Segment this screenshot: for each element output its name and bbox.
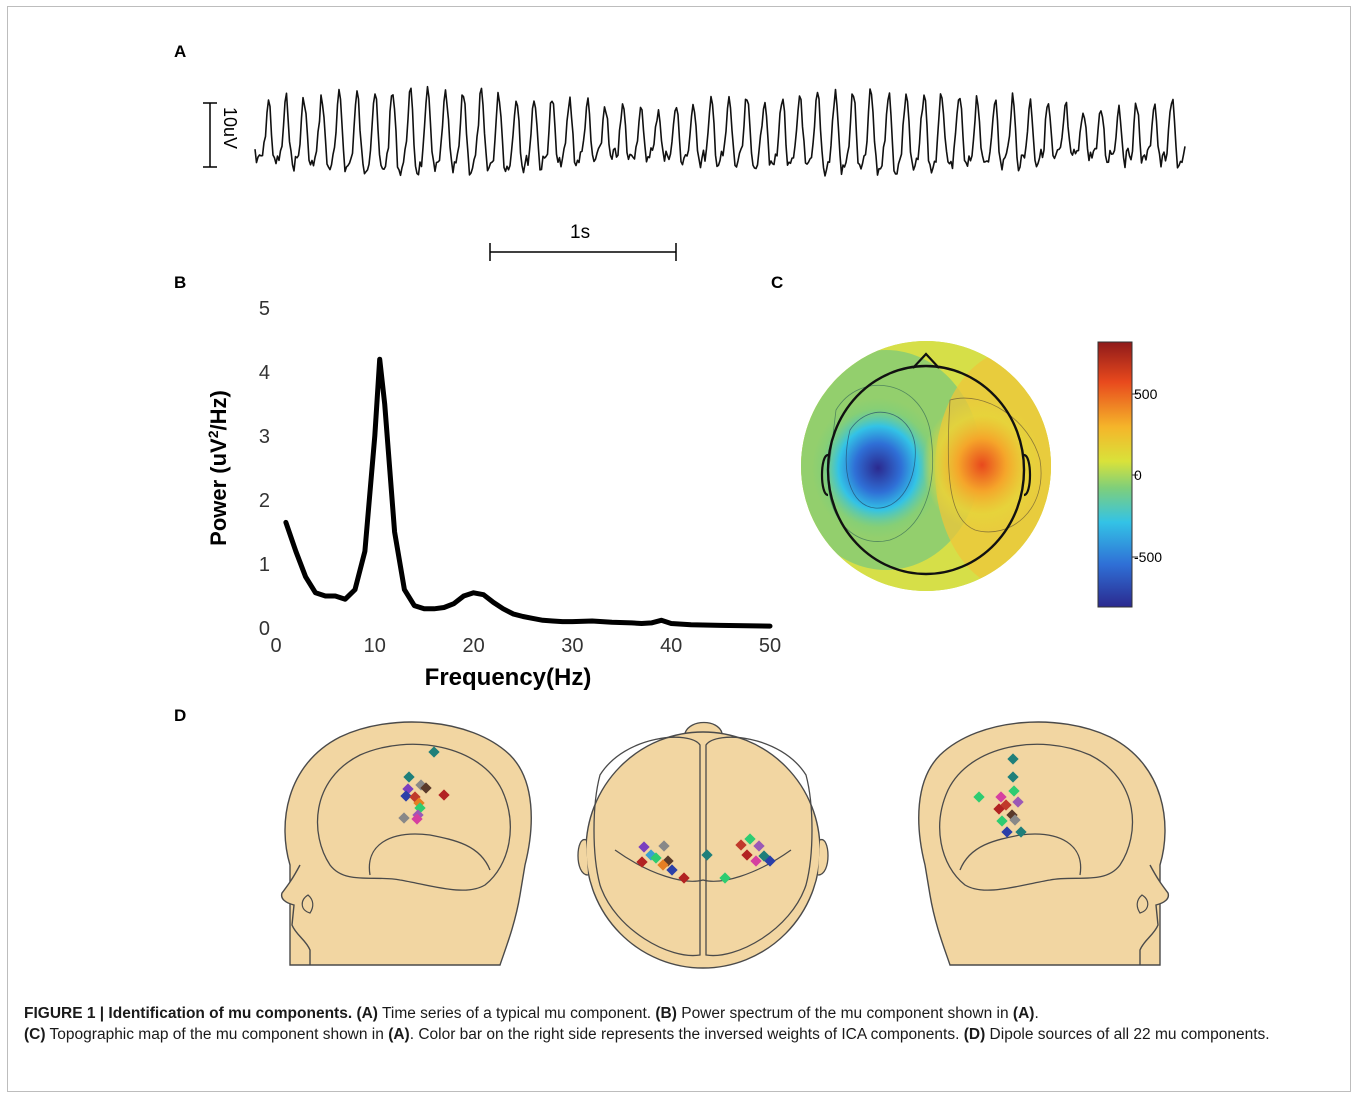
dipole-marker	[678, 872, 690, 884]
panel-label-c: C	[771, 273, 784, 292]
caption-a-text: Time series of a typical mu component.	[377, 1005, 656, 1022]
caption-b-text: Power spectrum of the mu component shown…	[676, 1005, 1013, 1022]
caption-c-text2: . Color bar on the right side represents…	[409, 1026, 964, 1043]
x-tick-label: 30	[561, 635, 583, 657]
eeg-trace	[254, 85, 1186, 177]
head-left-sagittal	[280, 721, 532, 966]
caption-b-ref: (A)	[1012, 1005, 1035, 1022]
dipole-marker	[701, 849, 713, 861]
panel-label-b: B	[174, 273, 187, 292]
caption-c-ref: (A)	[388, 1026, 410, 1043]
voltage-scale-label: 10uV	[220, 107, 240, 149]
head-top-view	[577, 721, 829, 969]
caption-d-text: Dipole sources of all 22 mu components.	[985, 1026, 1270, 1043]
colorbar-tick-neg500: -500	[1134, 549, 1162, 565]
caption-a-tag: (A)	[356, 1005, 378, 1022]
caption-label: FIGURE 1 | Identification of mu componen…	[24, 1005, 353, 1022]
x-tick-label: 10	[364, 635, 386, 657]
dipole-marker	[741, 849, 753, 861]
panel-label-a: A	[174, 42, 187, 61]
voltage-scale-bar: 10uV	[203, 102, 240, 168]
dipole-marker	[666, 864, 678, 876]
scalp-map	[801, 341, 1051, 591]
time-series-panel: 10uV 1s	[203, 85, 1186, 261]
y-tick-label: 0	[259, 618, 270, 640]
x-tick-label: 40	[660, 635, 682, 657]
dipole-marker	[657, 859, 669, 871]
figure-caption: FIGURE 1 | Identification of mu componen…	[24, 1005, 1270, 1043]
x-tick-label: 50	[759, 635, 781, 657]
y-tick-label: 5	[259, 298, 270, 320]
topographic-map: 500 0 -500	[801, 341, 1162, 608]
y-tick-label: 2	[259, 490, 270, 512]
caption-c-tag: (C)	[24, 1026, 46, 1043]
dipole-marker	[719, 872, 731, 884]
dipole-sources-panel	[280, 721, 1170, 969]
y-tick-label: 4	[259, 362, 270, 384]
y-axis-label: Power (uV2/Hz)	[205, 390, 231, 546]
y-tick-label: 1	[259, 554, 270, 576]
panel-label-d: D	[174, 706, 187, 725]
color-bar: 500 0 -500	[1097, 341, 1162, 608]
caption-b-tag: (B)	[655, 1005, 677, 1022]
time-scale-label: 1s	[570, 222, 590, 243]
dipole-marker	[636, 856, 648, 868]
x-tick-label: 0	[270, 635, 281, 657]
power-spectrum-line	[283, 356, 773, 629]
caption-c-text: Topographic map of the mu component show…	[45, 1026, 389, 1043]
y-tick-label: 3	[259, 426, 270, 448]
time-scale-bar: 1s	[489, 222, 677, 261]
dipole-marker	[764, 855, 776, 867]
dipole-marker	[750, 855, 762, 867]
dipole-marker	[650, 852, 662, 864]
figure-frame	[7, 6, 1351, 1092]
x-tick-label: 20	[462, 635, 484, 657]
head-right-sagittal	[918, 721, 1170, 966]
colorbar-tick-500: 500	[1134, 386, 1158, 402]
x-axis-label: Frequency(Hz)	[425, 664, 592, 691]
power-spectrum-chart: 0 1 2 3 4 5 0 10 20 30 40 50 Frequency(Hz) Power (…	[205, 298, 781, 691]
colorbar-tick-0: 0	[1134, 467, 1142, 483]
caption-d-tag: (D)	[963, 1026, 986, 1043]
